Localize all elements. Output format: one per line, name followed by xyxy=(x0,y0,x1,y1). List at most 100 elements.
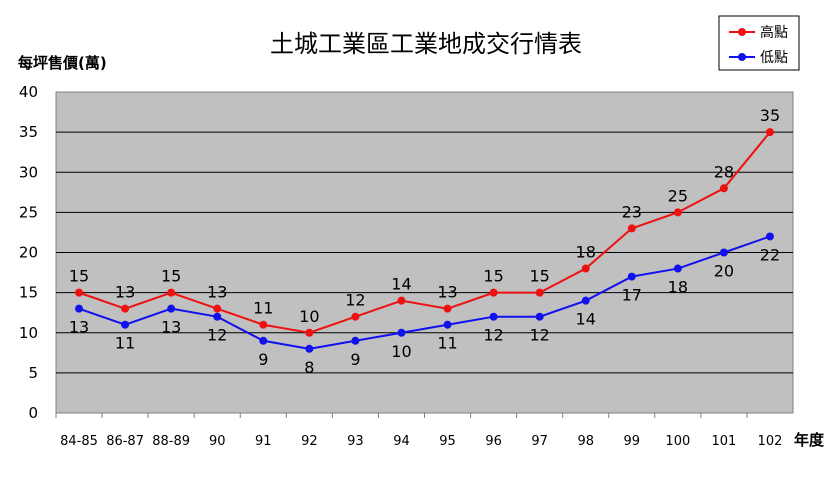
series-line xyxy=(78,131,771,334)
data-point xyxy=(121,320,130,329)
data-label: 22 xyxy=(760,245,780,264)
y-axis-label: 每坪售價(萬) xyxy=(18,54,107,72)
data-label: 13 xyxy=(207,283,227,302)
x-tick-label: 98 xyxy=(577,434,594,449)
x-tick-label: 94 xyxy=(393,434,410,449)
data-point xyxy=(673,208,682,217)
gridlines xyxy=(56,131,793,374)
data-point xyxy=(765,128,774,137)
data-label: 15 xyxy=(161,267,181,286)
data-label: 14 xyxy=(576,310,596,329)
legend-label-high: 高點 xyxy=(760,24,788,41)
legend: 高點 低點 xyxy=(718,15,800,71)
data-label: 11 xyxy=(115,334,135,353)
data-point xyxy=(259,336,268,345)
data-point xyxy=(259,320,268,329)
data-point xyxy=(121,304,130,313)
data-point xyxy=(75,288,84,297)
y-tick-label: 10 xyxy=(19,324,38,342)
data-point xyxy=(397,328,406,337)
x-tick-label: 100 xyxy=(665,434,690,449)
data-point xyxy=(397,296,406,305)
x-tick-label: 92 xyxy=(301,434,318,449)
data-point xyxy=(443,304,452,313)
x-tick-label: 95 xyxy=(439,434,456,449)
legend-label-low: 低點 xyxy=(760,50,788,66)
data-point xyxy=(305,328,314,337)
data-label: 12 xyxy=(483,326,503,345)
data-point xyxy=(627,272,636,281)
data-label: 13 xyxy=(161,318,181,337)
y-tick-label: 40 xyxy=(19,83,38,101)
data-point xyxy=(673,264,682,273)
data-label: 13 xyxy=(69,318,89,337)
x-tick-label: 90 xyxy=(209,434,226,449)
y-tick-label: 15 xyxy=(19,284,38,302)
data-point xyxy=(765,232,774,241)
data-point xyxy=(167,304,176,313)
data-point xyxy=(489,288,498,297)
data-point xyxy=(535,312,544,321)
y-tick-label: 0 xyxy=(28,404,38,422)
y-tick-label: 5 xyxy=(28,364,38,382)
data-label: 23 xyxy=(622,202,642,221)
legend-box xyxy=(718,15,800,71)
y-tick-label: 25 xyxy=(19,203,38,221)
data-label: 28 xyxy=(714,162,734,181)
legend-marker-low xyxy=(738,53,746,61)
legend-marker-high xyxy=(738,28,746,36)
x-tick-label: 88-89 xyxy=(152,434,190,449)
data-point xyxy=(489,312,498,321)
data-point xyxy=(75,304,84,313)
data-point xyxy=(351,336,360,345)
data-point xyxy=(627,224,636,233)
data-label: 9 xyxy=(258,350,268,369)
x-tick-label: 102 xyxy=(758,434,783,449)
data-label: 20 xyxy=(714,262,734,281)
x-tick-label: 96 xyxy=(485,434,502,449)
data-label: 12 xyxy=(207,326,227,345)
x-tick-label: 93 xyxy=(347,434,364,449)
data-label: 12 xyxy=(529,326,549,345)
data-label: 35 xyxy=(760,106,780,125)
x-tick-label: 99 xyxy=(624,434,641,449)
data-point xyxy=(535,288,544,297)
data-point xyxy=(581,264,590,273)
x-tick-label: 97 xyxy=(531,434,548,449)
data-point xyxy=(351,312,360,321)
data-label: 13 xyxy=(437,283,457,302)
data-label: 9 xyxy=(350,350,360,369)
data-label: 17 xyxy=(622,286,642,305)
y-tick-label: 35 xyxy=(19,123,38,141)
data-label: 15 xyxy=(483,267,503,286)
data-point xyxy=(167,288,176,297)
x-axis-label: 年度 xyxy=(794,431,825,449)
data-point xyxy=(719,184,728,193)
data-label: 10 xyxy=(391,342,411,361)
data-label: 11 xyxy=(253,299,273,318)
data-label: 15 xyxy=(529,267,549,286)
data-label: 12 xyxy=(345,291,365,310)
data-point xyxy=(305,344,314,353)
x-tick-label: 91 xyxy=(255,434,272,449)
x-axis-ticks: 84-85 86-87 88-89 90 91 92 93 94 95 96 97 98 99 100 10… xyxy=(55,413,783,449)
series-layer: 15 13 15 13 11 10 12 14 13 15 15 18 23 25 28 35 13 11 13 12… xyxy=(69,106,780,377)
data-point xyxy=(213,312,222,321)
x-tick-label: 86-87 xyxy=(106,434,144,449)
data-point xyxy=(719,248,728,257)
data-label: 8 xyxy=(304,358,314,377)
data-point xyxy=(443,320,452,329)
data-label: 13 xyxy=(115,283,135,302)
data-label: 10 xyxy=(299,307,319,326)
chart-title: 土城工業區工業地成交行情表 xyxy=(270,30,582,58)
y-axis-ticks: 0 5 10 15 20 25 30 35 40 xyxy=(19,83,38,422)
data-label: 18 xyxy=(668,278,688,297)
series-line xyxy=(78,235,771,350)
data-point xyxy=(581,296,590,305)
data-point xyxy=(213,304,222,313)
y-tick-label: 30 xyxy=(19,163,38,181)
x-tick-label: 84-85 xyxy=(60,434,98,449)
y-tick-label: 20 xyxy=(19,244,38,262)
